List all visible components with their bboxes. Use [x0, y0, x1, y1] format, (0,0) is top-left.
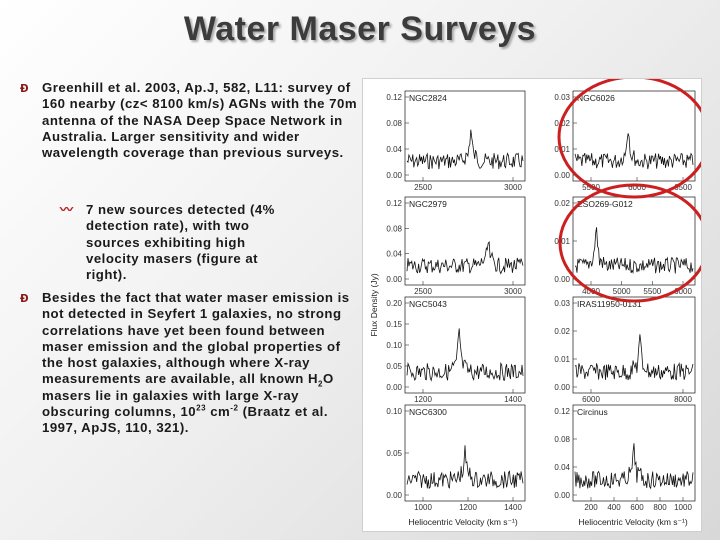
panel-name: NGC2979 [409, 199, 447, 209]
y-tick-label: 0.00 [554, 383, 570, 392]
y-tick-label: 0.05 [386, 362, 402, 371]
y-tick-label: 0.04 [386, 145, 402, 154]
y-tick-label: 0.04 [554, 463, 570, 472]
y-tick-label: 0.08 [386, 119, 402, 128]
x-axis-label-left: Heliocentric Velocity (km s⁻¹) [408, 517, 518, 527]
x-tick-label: 1400 [504, 395, 522, 404]
panel-frame [572, 196, 696, 286]
y-axis-label: Flux Density (Jy) [369, 273, 379, 336]
spectrum-line [406, 240, 524, 275]
y-tick-label: 0.08 [554, 435, 570, 444]
y-tick-label: 0.00 [386, 383, 402, 392]
panel-frame [572, 296, 696, 394]
curly-d-bullet-icon: ᴆ [20, 79, 29, 96]
x-tick-label: 6000 [674, 287, 692, 296]
x-tick-label: 2500 [414, 183, 432, 192]
curly-d-bullet-icon: ᴆ [20, 289, 29, 306]
bullet-detections-text: 7 new sources detected (4% detection rat… [86, 202, 275, 283]
x-tick-label: 6000 [628, 183, 646, 192]
panel-name: IRAS11950-0131 [577, 299, 642, 309]
maser-spectra-figure: 0.12 0.08 0.04 0.00 2500 3000 NGC2824 0.03 0.02 0… [362, 75, 711, 532]
panel-name: NGC6300 [409, 407, 447, 417]
x-tick-label: 6500 [674, 183, 692, 192]
y-tick-label: 0.03 [554, 93, 570, 102]
x-tick-label: 3000 [504, 287, 522, 296]
y-tick-label: 0.02 [554, 199, 570, 208]
y-tick-label: 0.20 [386, 299, 402, 308]
bullet-correlations-text: Besides the fact that water maser emissi… [42, 290, 350, 436]
y-tick-label: 0.01 [554, 355, 570, 364]
x-tick-label: 1000 [674, 503, 692, 512]
y-tick-label: 0.00 [386, 491, 402, 500]
y-tick-label: 0.01 [554, 237, 570, 246]
x-tick-label: 3000 [504, 183, 522, 192]
panel-name: ESO269-G012 [577, 199, 633, 209]
x-tick-label: 5500 [643, 287, 661, 296]
panel-frame [404, 296, 526, 394]
bullet-survey-text: Greenhill et al. 2003, Ap.J, 582, L11: s… [42, 80, 358, 161]
y-tick-label: 0.04 [386, 250, 402, 259]
x-tick-label: 1200 [414, 395, 432, 404]
spectrum-line [406, 445, 524, 490]
y-tick-label: 0.10 [386, 341, 402, 350]
spectrum-line [574, 227, 694, 274]
y-tick-label: 0.01 [554, 145, 570, 154]
x-tick-label: 1000 [414, 503, 432, 512]
x-tick-label: 600 [630, 503, 644, 512]
y-tick-label: 0.02 [554, 119, 570, 128]
bullet-correlations: ᴆ Besides the fact that water maser emis… [20, 290, 350, 437]
x-tick-label: 1400 [504, 503, 522, 512]
y-tick-label: 0.00 [554, 275, 570, 284]
x-tick-label: 5000 [613, 287, 631, 296]
x-tick-label: 2500 [414, 287, 432, 296]
y-tick-label: 0.03 [554, 299, 570, 308]
x-tick-label: 1200 [459, 503, 477, 512]
y-tick-label: 0.12 [386, 199, 402, 208]
panel-frame [572, 90, 696, 182]
y-tick-label: 0.00 [554, 491, 570, 500]
x-tick-label: 400 [607, 503, 621, 512]
y-tick-label: 0.12 [554, 407, 570, 416]
panel-name: NGC2824 [409, 93, 447, 103]
panel-frame [404, 90, 526, 182]
y-tick-label: 0.10 [386, 407, 402, 416]
panel-frame [404, 404, 526, 502]
x-tick-label: 200 [584, 503, 598, 512]
spectrum-line [406, 328, 524, 382]
spectrum-line [574, 334, 694, 381]
panel-name: Circinus [577, 407, 608, 417]
y-tick-label: 0.12 [386, 93, 402, 102]
y-tick-label: 0.15 [386, 320, 402, 329]
spectrum-line [406, 129, 524, 170]
bullet-detections: 〰 7 new sources detected (4% detection r… [60, 202, 300, 283]
x-tick-label: 800 [653, 503, 667, 512]
slide-title: Water Maser Surveys [183, 10, 537, 48]
y-tick-label: 0.00 [386, 275, 402, 284]
x-tick-label: 6000 [582, 395, 600, 404]
spectra-svg: 0.12 0.08 0.04 0.00 2500 3000 NGC2824 0.03 0.02 0… [369, 75, 711, 527]
x-axis-label-right: Heliocentric Velocity (km s⁻¹) [578, 517, 688, 527]
y-tick-label: 0.05 [386, 449, 402, 458]
panel-name: NGC5043 [409, 299, 447, 309]
spectrum-line [574, 443, 694, 490]
x-tick-label: 8000 [674, 395, 692, 404]
y-tick-label: 0.08 [386, 224, 402, 233]
bullet-survey: ᴆ Greenhill et al. 2003, Ap.J, 582, L11:… [20, 80, 360, 161]
y-tick-label: 0.00 [386, 171, 402, 180]
panel-name: NGC6026 [577, 93, 615, 103]
panel-frame [404, 196, 526, 286]
y-tick-label: 0.00 [554, 171, 570, 180]
y-tick-label: 0.02 [554, 327, 570, 336]
spectrum-line [574, 133, 694, 170]
wave-bullet-icon: 〰 [60, 202, 74, 217]
